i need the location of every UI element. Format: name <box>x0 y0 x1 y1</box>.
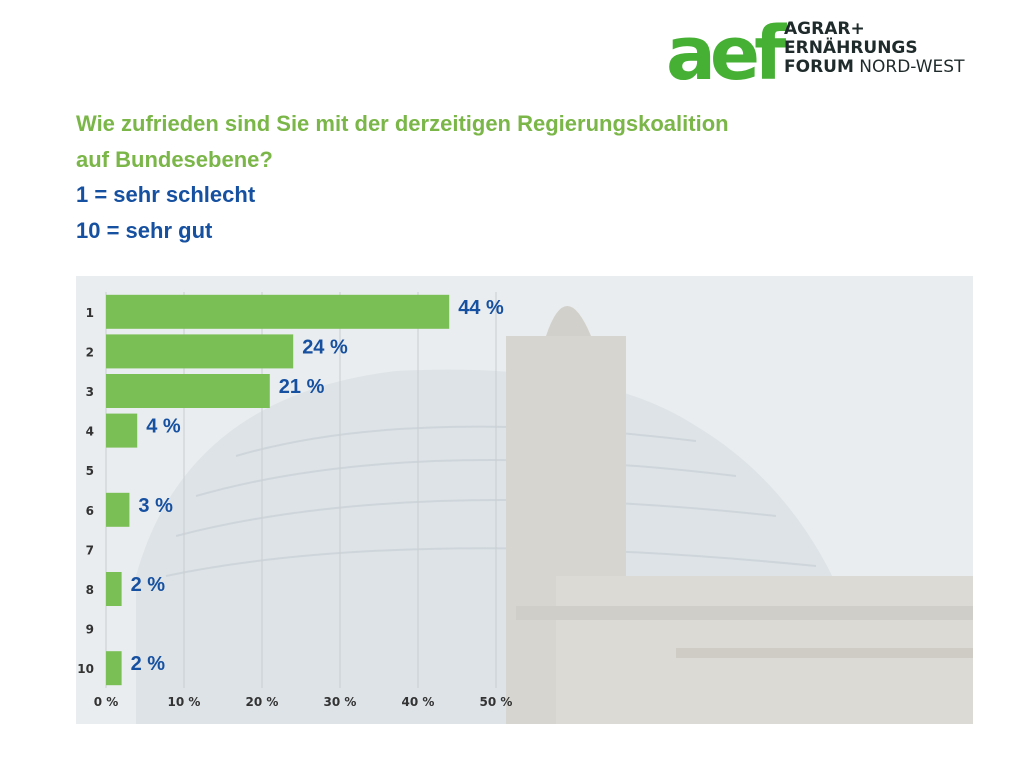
chart-bars <box>106 294 450 686</box>
chart-panel: 44 % 24 % 21 % 4 % 3 % 2 % 2 % 1 2 3 4 5 6 7 8 9 10 0 %… <box>76 276 973 724</box>
category-label: 2 <box>86 345 94 359</box>
x-tick-label: 40 % <box>402 695 435 709</box>
bar <box>106 374 270 408</box>
data-label: 2 % <box>131 574 166 596</box>
data-label: 24 % <box>302 336 348 358</box>
data-label: 2 % <box>131 653 166 675</box>
scale-high-label: 10 = sehr gut <box>76 218 213 243</box>
chart-category-labels: 1 2 3 4 5 6 7 8 9 10 <box>77 306 94 676</box>
x-tick-label: 10 % <box>168 695 201 709</box>
question-line-1: Wie zufrieden sind Sie mit der derzeitig… <box>76 111 729 136</box>
logo-mark: aef <box>666 11 786 97</box>
x-tick-label: 0 % <box>94 695 119 709</box>
category-label: 9 <box>86 623 94 637</box>
category-label: 6 <box>86 504 94 518</box>
chart-x-tick-labels: 0 % 10 % 20 % 30 % 40 % 50 % <box>94 695 513 709</box>
data-label: 4 % <box>146 416 181 438</box>
facade-ledge <box>516 606 973 620</box>
logo-nord-west: NORD-WEST <box>859 57 965 77</box>
bar <box>106 334 294 369</box>
data-label: 3 % <box>138 495 173 517</box>
bar-chart: 44 % 24 % 21 % 4 % 3 % 2 % 2 % 1 2 3 4 5 6 7 8 9 10 0 %… <box>76 276 973 724</box>
aef-logo: aef AGRAR+ ERNÄHRUNGS FORUM NORD-WEST <box>666 14 996 96</box>
category-label: 5 <box>86 464 94 478</box>
bar <box>106 651 122 686</box>
scale-low-label: 1 = sehr schlecht <box>76 182 256 207</box>
data-label: 44 % <box>458 297 504 319</box>
bar <box>106 492 130 527</box>
category-label: 3 <box>86 385 94 399</box>
bar <box>106 413 138 448</box>
logo-wordmark: AGRAR+ ERNÄHRUNGS FORUM NORD-WEST <box>784 20 964 77</box>
logo-line-ernaehrungs: ERNÄHRUNGS <box>784 38 918 58</box>
chart-data-labels: 44 % 24 % 21 % 4 % 3 % 2 % 2 % <box>131 297 504 675</box>
bar <box>106 572 122 606</box>
category-label: 4 <box>86 425 94 439</box>
x-tick-label: 20 % <box>246 695 279 709</box>
reichstag-background <box>76 276 973 724</box>
logo-forum: FORUM <box>784 57 854 77</box>
facade-frieze <box>676 648 973 658</box>
category-label: 10 <box>77 662 94 676</box>
question-line-2: auf Bundesebene? <box>76 147 273 172</box>
category-label: 7 <box>86 543 94 557</box>
bar <box>106 294 450 329</box>
x-tick-label: 30 % <box>324 695 357 709</box>
dome-ribs <box>165 425 817 577</box>
data-label: 21 % <box>279 376 325 398</box>
category-label: 1 <box>86 306 94 320</box>
logo-line-forum: FORUM NORD-WEST <box>784 58 964 77</box>
category-label: 8 <box>86 583 94 597</box>
logo-line-agrar: AGRAR+ <box>784 19 865 39</box>
x-tick-label: 50 % <box>480 695 513 709</box>
tower-crown <box>546 306 591 336</box>
